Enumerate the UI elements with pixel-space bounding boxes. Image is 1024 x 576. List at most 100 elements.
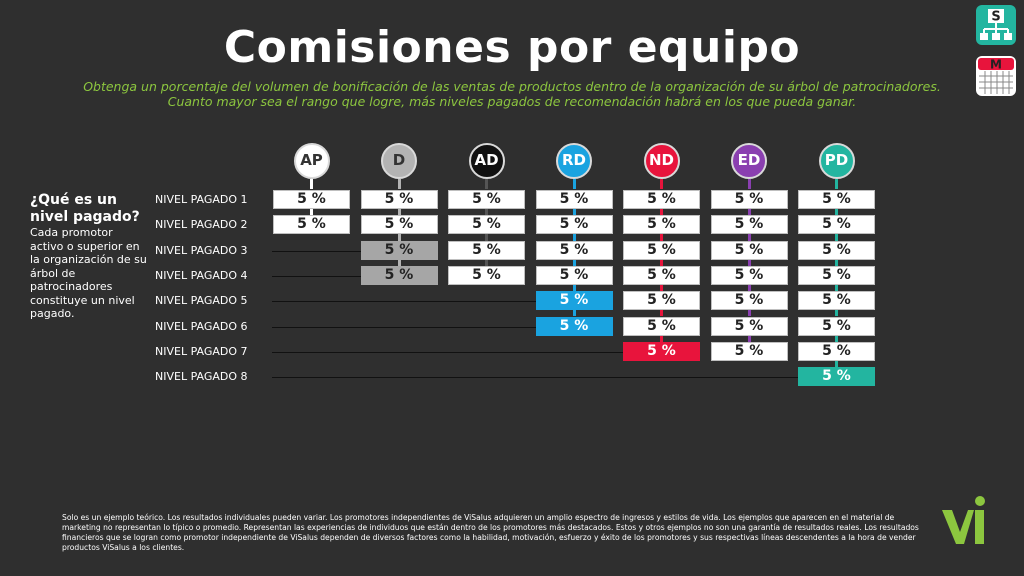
subtitle-line-1: Obtenga un porcentaje del volumen de bon… [83,79,941,94]
level-label-4: NIVEL PAGADO 4 [155,268,248,282]
rank-connector [747,284,751,292]
rank-connector [747,310,751,317]
commission-cell-pd-level-3: 5 % [798,240,875,260]
rank-connector [835,179,838,189]
level-label-6: NIVEL PAGADO 6 [155,319,248,333]
rank-connector [835,284,838,292]
commission-cell-ad-level-4: 5 % [448,265,525,285]
level-connector-line [272,326,536,328]
commission-cell-nd-level-7: 5 % [623,341,700,361]
commission-cell-pd-level-6: 5 % [798,316,875,336]
rank-connector [835,360,838,368]
rank-connector [747,259,751,266]
commission-cell-rd-level-6: 5 % [535,316,613,336]
level-label-7: NIVEL PAGADO 7 [155,344,248,358]
commission-cell-d-level-1: 5 % [360,190,438,209]
rank-connector [835,234,838,241]
commission-cell-ed-level-5: 5 % [710,291,788,311]
rank-badge-ed: ED [731,143,767,179]
commission-cell-d-level-2: 5 % [360,215,438,235]
rank-badge-ad: AD [468,143,505,179]
commission-cell-ed-level-6: 5 % [710,316,788,336]
commission-cell-pd-level-8: 5 % [798,367,875,387]
svg-text:S: S [991,10,1000,25]
rank-connector [310,179,313,189]
commission-cell-ad-level-3: 5 % [448,240,525,260]
rank-connector [747,335,751,342]
rank-connector [397,209,401,216]
commission-cell-nd-level-1: 5 % [623,190,700,209]
commission-cell-rd-level-2: 5 % [535,215,613,235]
rank-connector [310,209,313,216]
rank-connector [660,209,663,216]
commission-cell-d-level-3: 5 % [360,240,438,260]
rank-connector [835,310,838,317]
rank-connector [397,234,401,241]
rank-connector [572,284,576,292]
level-connector-line [272,275,361,277]
rank-badge-rd: RD [556,143,592,179]
rank-connector [660,284,663,292]
level-label-5: NIVEL PAGADO 5 [155,294,248,308]
rank-connector [572,234,576,241]
paid-level-explanation: ¿Qué es un nivel pagado? Cada promotor a… [30,192,148,321]
commission-cell-ap-level-1: 5 % [273,190,350,209]
rank-connector [660,335,663,342]
calendar-icon[interactable]: M [976,56,1016,96]
commission-cell-ed-level-7: 5 % [710,341,788,361]
paid-level-question: ¿Qué es un nivel pagado? [30,192,140,225]
commission-cell-pd-level-2: 5 % [798,215,875,235]
level-connector-line [272,377,798,379]
rank-connector [572,179,576,189]
commission-cell-pd-level-4: 5 % [798,265,875,285]
commission-cell-rd-level-1: 5 % [535,190,613,209]
level-label-2: NIVEL PAGADO 2 [155,218,248,232]
commission-cell-rd-level-3: 5 % [535,240,613,260]
rank-connector [835,209,838,216]
subtitle-line-2: Cuanto mayor sea el rango que logre, más… [167,94,857,109]
page-title: Comisiones por equipo [223,22,801,73]
commission-cell-nd-level-6: 5 % [623,316,700,336]
commission-cell-d-level-4: 5 % [360,265,438,285]
commission-cell-ed-level-1: 5 % [710,190,788,209]
paid-level-answer: Cada promotor activo o superior en la or… [30,226,147,320]
page-subtitle: Obtenga un porcentaje del volumen de bon… [60,79,964,109]
commission-cell-ap-level-2: 5 % [273,215,350,235]
commission-cell-ad-level-2: 5 % [448,215,525,235]
level-label-1: NIVEL PAGADO 1 [155,193,248,206]
commission-cell-pd-level-5: 5 % [798,291,875,311]
rank-connector [747,209,751,216]
disclaimer-text: Solo es un ejemplo teórico. Los resultad… [62,513,919,552]
commission-cell-nd-level-5: 5 % [623,291,700,311]
commission-cell-ed-level-4: 5 % [710,265,788,285]
rank-connector [747,179,751,189]
commission-cell-rd-level-4: 5 % [535,265,613,285]
rank-connector [485,179,488,189]
rank-connector [660,179,663,189]
rank-badge-d: D [381,143,417,179]
rank-connector [835,259,838,266]
rank-badge-nd: ND [643,143,680,179]
rank-badge-ap: AP [293,143,330,179]
level-label-8: NIVEL PAGADO 8 [155,370,248,384]
rank-connector [660,310,663,317]
commission-cell-ed-level-2: 5 % [710,215,788,235]
rank-connector [485,259,488,266]
commission-cell-pd-level-1: 5 % [798,190,875,209]
level-connector-line [272,351,623,353]
rank-connector [572,259,576,266]
rank-connector [485,209,488,216]
rank-connector [835,335,838,342]
commission-cell-nd-level-2: 5 % [623,215,700,235]
rank-connector [660,234,663,241]
commission-cell-rd-level-5: 5 % [535,291,613,311]
commission-cell-ad-level-1: 5 % [448,190,525,209]
visalus-logo [940,494,990,550]
rank-connector [572,209,576,216]
sponsor-tree-icon[interactable]: S [976,5,1016,45]
rank-connector [660,259,663,266]
commission-cell-nd-level-3: 5 % [623,240,700,260]
commission-cell-nd-level-4: 5 % [623,265,700,285]
rank-connector [397,259,401,266]
level-label-3: NIVEL PAGADO 3 [155,243,248,257]
